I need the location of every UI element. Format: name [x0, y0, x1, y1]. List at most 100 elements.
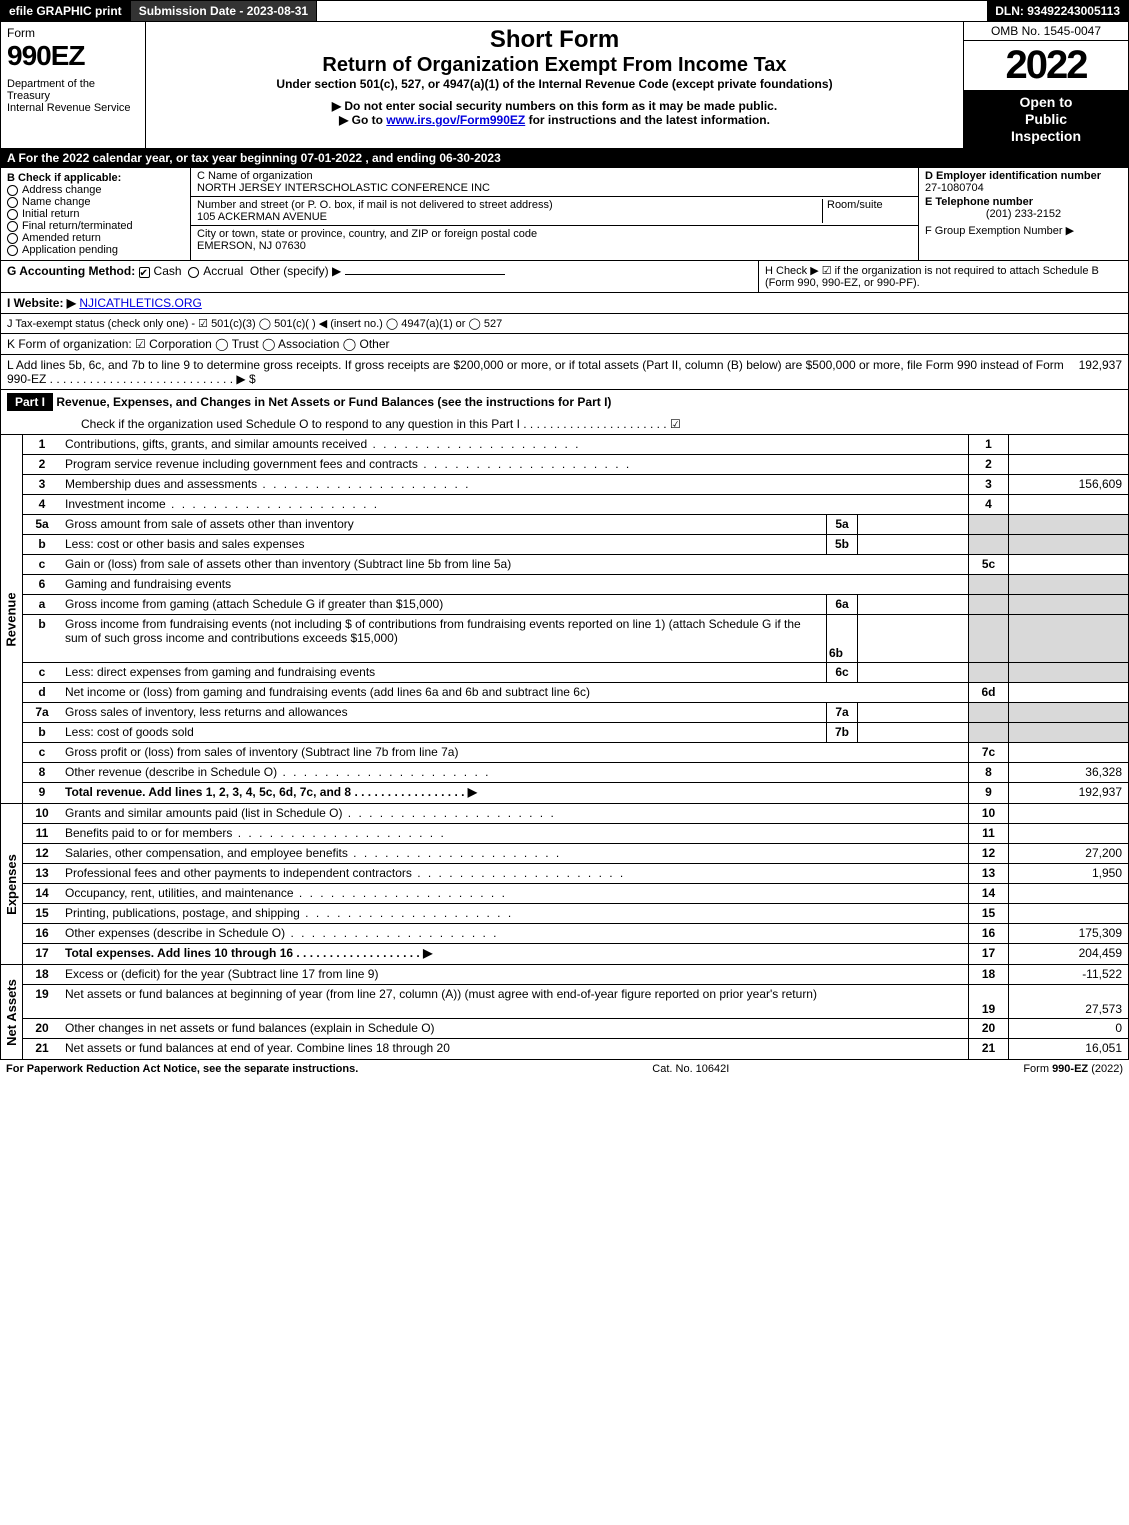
l11-num: 11: [23, 824, 61, 843]
l18-cn: 18: [968, 965, 1008, 984]
chk-address-label: Address change: [22, 184, 102, 196]
footer-right-bold: 990-EZ: [1052, 1063, 1088, 1075]
l10-num: 10: [23, 804, 61, 823]
l10-cn: 10: [968, 804, 1008, 823]
line-11: 11Benefits paid to or for members11: [23, 824, 1128, 844]
box-def: D Employer identification number 27-1080…: [918, 168, 1128, 260]
website-label: I Website: ▶: [7, 296, 76, 310]
chk-final[interactable]: Final return/terminated: [7, 220, 184, 232]
website-link[interactable]: NJICATHLETICS.ORG: [79, 296, 201, 310]
l7c-cn: 7c: [968, 743, 1008, 762]
l14-desc: Occupancy, rent, utilities, and maintena…: [61, 884, 968, 903]
header-right: OMB No. 1545-0047 2022 Open to Public In…: [963, 22, 1128, 148]
l5a-cv: [1008, 515, 1128, 534]
chk-initial[interactable]: Initial return: [7, 208, 184, 220]
l3-desc: Membership dues and assessments: [61, 475, 968, 494]
l17-cn: 17: [968, 944, 1008, 964]
dept-treasury: Department of the Treasury: [7, 78, 139, 102]
l12-desc: Salaries, other compensation, and employ…: [61, 844, 968, 863]
g-label: G Accounting Method:: [7, 264, 135, 278]
l5a-desc: Gross amount from sale of assets other t…: [61, 515, 826, 534]
l6d-cn: 6d: [968, 683, 1008, 702]
box-b: B Check if applicable: Address change Na…: [1, 168, 191, 260]
line-21: 21Net assets or fund balances at end of …: [23, 1039, 1128, 1059]
short-form-title: Short Form: [152, 26, 957, 54]
ein: 27-1080704: [925, 182, 1122, 194]
l5c-desc: Gain or (loss) from sale of assets other…: [61, 555, 968, 574]
l11-val: [1008, 824, 1128, 843]
irs-link[interactable]: www.irs.gov/Form990EZ: [386, 113, 525, 127]
chk-pending-label: Application pending: [22, 244, 118, 256]
l7a-cv: [1008, 703, 1128, 722]
ein-label: D Employer identification number: [925, 170, 1122, 182]
l3-num: 3: [23, 475, 61, 494]
line-16: 16Other expenses (describe in Schedule O…: [23, 924, 1128, 944]
line-l-text: L Add lines 5b, 6c, and 7b to line 9 to …: [7, 358, 1079, 386]
l6d-num: d: [23, 683, 61, 702]
l5b-cv: [1008, 535, 1128, 554]
chk-amended[interactable]: Amended return: [7, 232, 184, 244]
form-number: 990EZ: [7, 40, 139, 72]
accrual-label: Accrual: [203, 264, 243, 278]
l17-desc: Total expenses. Add lines 10 through 16 …: [65, 946, 432, 960]
l7a-mv: [858, 703, 968, 722]
street-label: Number and street (or P. O. box, if mail…: [197, 199, 822, 211]
netassets-vtext: Net Assets: [4, 979, 19, 1046]
ssn-note: ▶ Do not enter social security numbers o…: [152, 99, 957, 113]
chk-cash[interactable]: [139, 267, 150, 278]
chk-pending[interactable]: Application pending: [7, 244, 184, 256]
l1-desc: Contributions, gifts, grants, and simila…: [61, 435, 968, 454]
part1-label: Part I: [7, 393, 53, 411]
footer-right: Form 990-EZ (2022): [1023, 1063, 1123, 1075]
l6c-desc: Less: direct expenses from gaming and fu…: [61, 663, 826, 682]
chk-name-label: Name change: [22, 196, 91, 208]
line-19: 19Net assets or fund balances at beginni…: [23, 985, 1128, 1019]
line-6c: cLess: direct expenses from gaming and f…: [23, 663, 1128, 683]
line-6d: dNet income or (loss) from gaming and fu…: [23, 683, 1128, 703]
l5a-mv: [858, 515, 968, 534]
netassets-zone: Net Assets 18Excess or (deficit) for the…: [0, 965, 1129, 1060]
l8-desc: Other revenue (describe in Schedule O): [61, 763, 968, 782]
l7a-num: 7a: [23, 703, 61, 722]
l16-num: 16: [23, 924, 61, 943]
l16-desc: Other expenses (describe in Schedule O): [61, 924, 968, 943]
l6c-cv: [1008, 663, 1128, 682]
line-4: 4Investment income4: [23, 495, 1128, 515]
l7c-num: c: [23, 743, 61, 762]
chk-address[interactable]: Address change: [7, 184, 184, 196]
l20-val: 0: [1008, 1019, 1128, 1038]
line-6a: aGross income from gaming (attach Schedu…: [23, 595, 1128, 615]
city-label: City or town, state or province, country…: [197, 228, 912, 240]
l5b-mv: [858, 535, 968, 554]
line-3: 3Membership dues and assessments3156,609: [23, 475, 1128, 495]
l21-val: 16,051: [1008, 1039, 1128, 1059]
expenses-vtext: Expenses: [4, 854, 19, 915]
l6-num: 6: [23, 575, 61, 594]
chk-amended-label: Amended return: [22, 232, 101, 244]
l21-cn: 21: [968, 1039, 1008, 1059]
org-name: NORTH JERSEY INTERSCHOLASTIC CONFERENCE …: [197, 182, 912, 194]
chk-name[interactable]: Name change: [7, 196, 184, 208]
part1-header: Part I Revenue, Expenses, and Changes in…: [0, 390, 1129, 435]
l5c-cn: 5c: [968, 555, 1008, 574]
tax-year: 2022: [964, 41, 1128, 90]
l5b-num: b: [23, 535, 61, 554]
l7b-num: b: [23, 723, 61, 742]
chk-accrual[interactable]: [188, 267, 199, 278]
header-center: Short Form Return of Organization Exempt…: [146, 22, 963, 148]
l5c-num: c: [23, 555, 61, 574]
open-line3: Inspection: [966, 128, 1126, 145]
footer-left: For Paperwork Reduction Act Notice, see …: [6, 1063, 358, 1075]
form-word: Form: [7, 26, 139, 40]
expenses-body: 10Grants and similar amounts paid (list …: [23, 804, 1128, 964]
omb-number: OMB No. 1545-0047: [964, 22, 1128, 41]
page-footer: For Paperwork Reduction Act Notice, see …: [0, 1060, 1129, 1078]
l1-num: 1: [23, 435, 61, 454]
bcd-row: B Check if applicable: Address change Na…: [0, 168, 1129, 261]
l21-num: 21: [23, 1039, 61, 1059]
line-15: 15Printing, publications, postage, and s…: [23, 904, 1128, 924]
l5a-cn: [968, 515, 1008, 534]
revenue-body: 1Contributions, gifts, grants, and simil…: [23, 435, 1128, 803]
l18-val: -11,522: [1008, 965, 1128, 984]
line-5b: bLess: cost or other basis and sales exp…: [23, 535, 1128, 555]
